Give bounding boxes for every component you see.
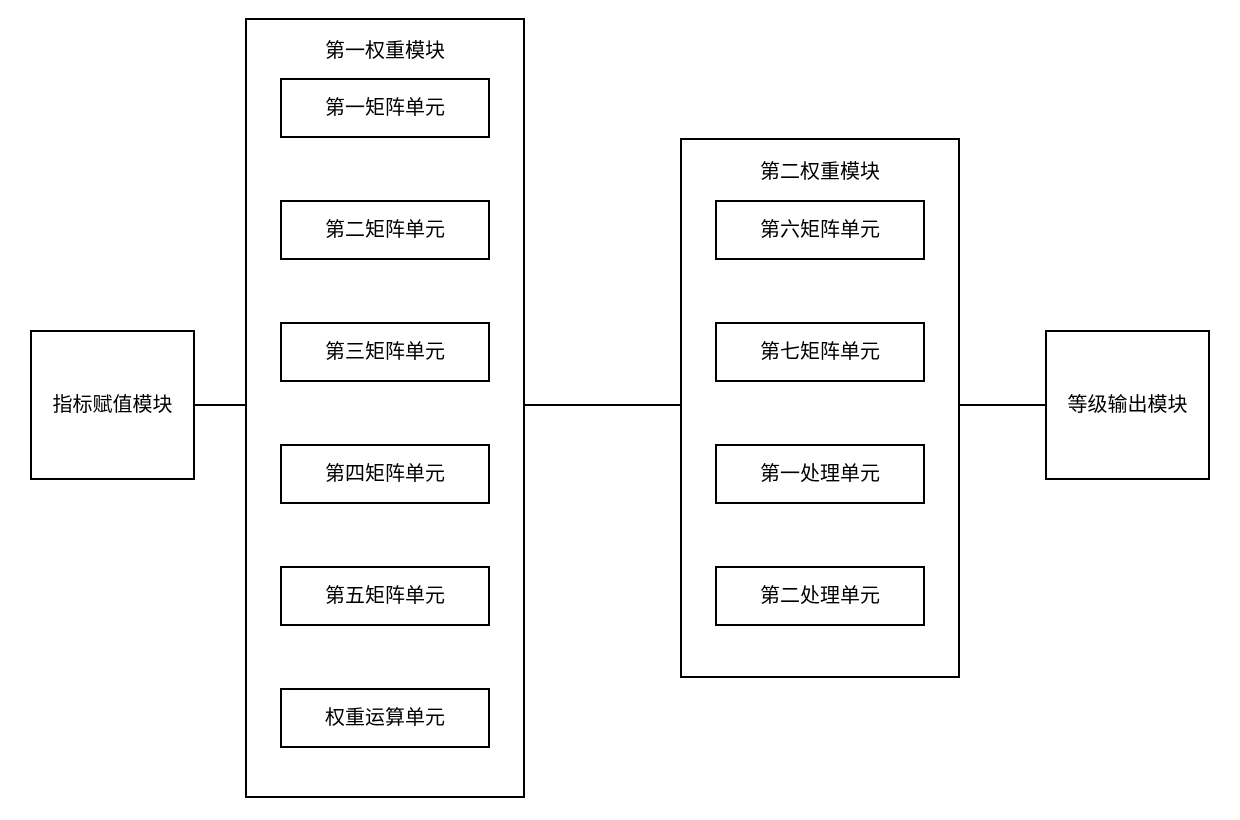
- first-matrix-unit-2: 第二矩阵单元: [280, 200, 490, 260]
- unit-label: 第六矩阵单元: [760, 216, 880, 244]
- connector-1: [195, 404, 245, 406]
- unit-label: 第二矩阵单元: [325, 216, 445, 244]
- first-matrix-unit-4: 第四矩阵单元: [280, 444, 490, 504]
- first-matrix-unit-5: 第五矩阵单元: [280, 566, 490, 626]
- unit-label: 第一矩阵单元: [325, 94, 445, 122]
- first-weight-title: 第一权重模块: [325, 34, 445, 63]
- connector-2: [525, 404, 680, 406]
- second-weight-title: 第二权重模块: [760, 155, 880, 184]
- second-matrix-unit-7: 第七矩阵单元: [715, 322, 925, 382]
- indicator-label: 指标赋值模块: [53, 391, 173, 419]
- unit-label: 权重运算单元: [325, 704, 445, 732]
- unit-label: 第五矩阵单元: [325, 582, 445, 610]
- indicator-module: 指标赋值模块: [30, 330, 195, 480]
- first-matrix-unit-1: 第一矩阵单元: [280, 78, 490, 138]
- second-matrix-unit-6: 第六矩阵单元: [715, 200, 925, 260]
- unit-label: 第七矩阵单元: [760, 338, 880, 366]
- output-label: 等级输出模块: [1068, 391, 1188, 419]
- unit-label: 第四矩阵单元: [325, 460, 445, 488]
- first-process-unit: 第一处理单元: [715, 444, 925, 504]
- unit-label: 第二处理单元: [760, 582, 880, 610]
- first-matrix-unit-3: 第三矩阵单元: [280, 322, 490, 382]
- connector-3: [960, 404, 1045, 406]
- second-process-unit: 第二处理单元: [715, 566, 925, 626]
- output-module: 等级输出模块: [1045, 330, 1210, 480]
- unit-label: 第三矩阵单元: [325, 338, 445, 366]
- weight-compute-unit: 权重运算单元: [280, 688, 490, 748]
- unit-label: 第一处理单元: [760, 460, 880, 488]
